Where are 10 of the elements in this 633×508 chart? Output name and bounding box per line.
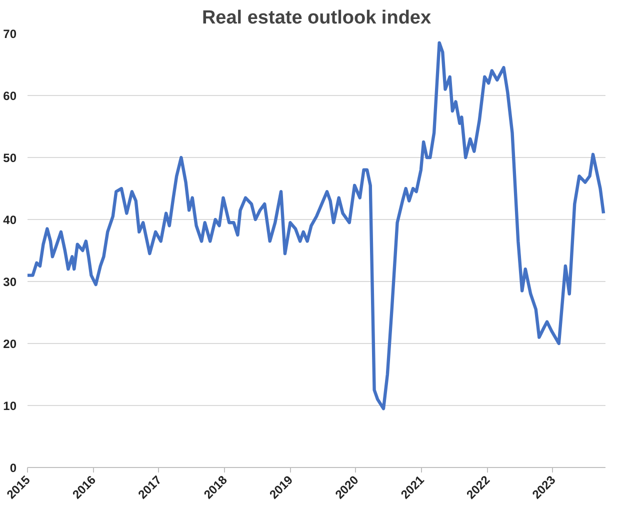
y-tick-label: 20 [3, 337, 17, 351]
y-tick-label: 60 [3, 89, 17, 103]
chart-title: Real estate outlook index [202, 8, 432, 28]
y-tick-label: 30 [3, 275, 17, 289]
y-tick-label: 0 [10, 461, 17, 475]
y-tick-label: 40 [3, 213, 17, 227]
line-series [28, 41, 606, 410]
y-tick-label: 50 [3, 151, 17, 165]
y-tick-label: 70 [3, 27, 17, 41]
y-tick-label: 10 [3, 399, 17, 413]
